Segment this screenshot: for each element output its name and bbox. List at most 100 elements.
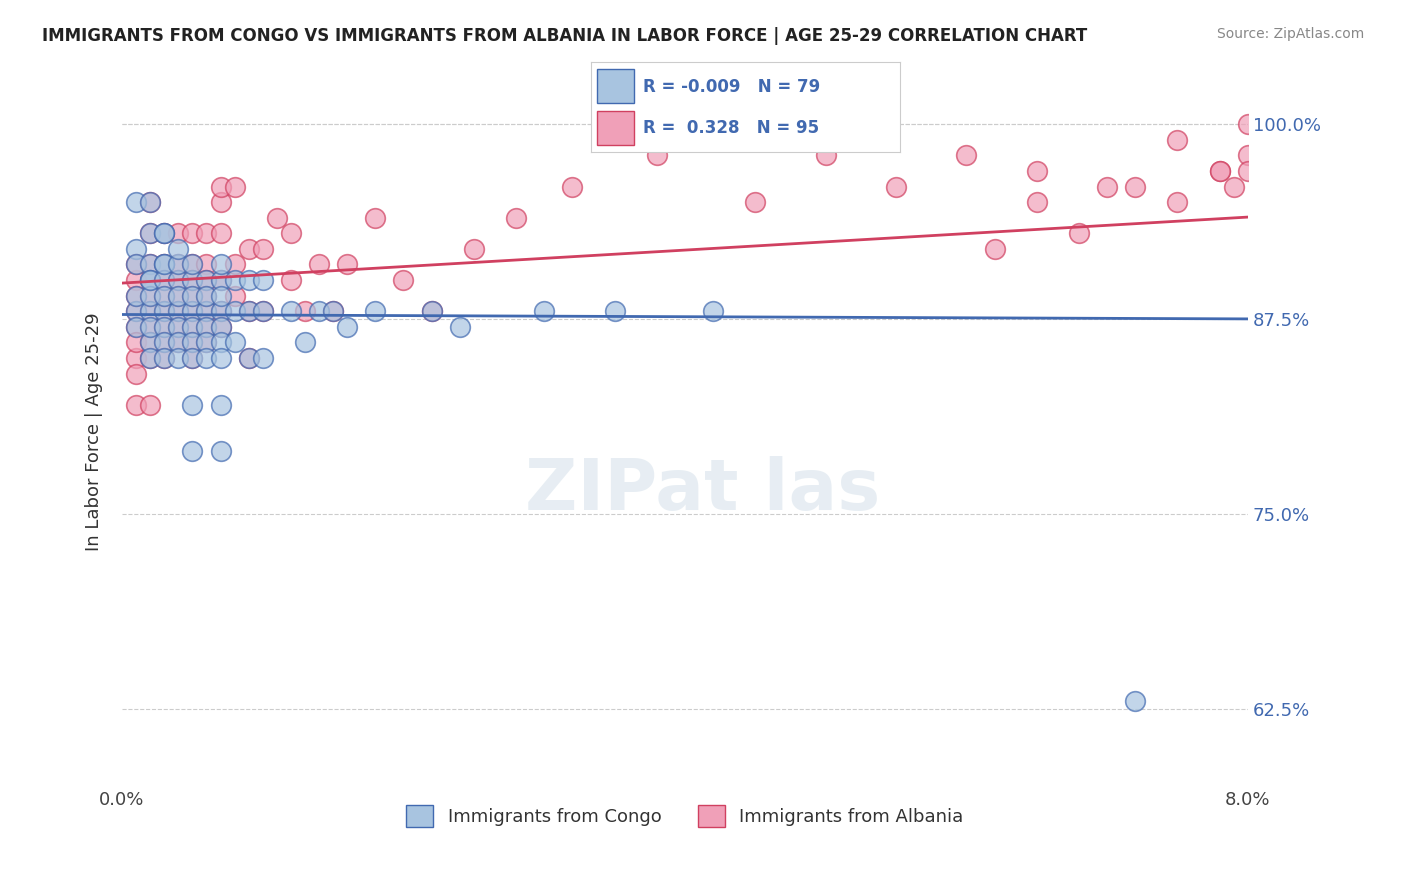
Point xyxy=(1095,179,1118,194)
Point xyxy=(167,257,190,271)
Point xyxy=(195,257,218,271)
Point xyxy=(280,227,302,241)
Point xyxy=(125,319,148,334)
Point xyxy=(702,304,724,318)
Point xyxy=(252,273,274,287)
Point xyxy=(139,273,162,287)
Point xyxy=(195,227,218,241)
Point xyxy=(209,351,232,365)
Point xyxy=(322,304,344,318)
Point xyxy=(983,242,1005,256)
Point xyxy=(209,273,232,287)
Point xyxy=(181,273,204,287)
Point xyxy=(181,227,204,241)
Point xyxy=(167,273,190,287)
Point xyxy=(139,273,162,287)
Point xyxy=(139,288,162,302)
Point xyxy=(167,319,190,334)
Point xyxy=(364,211,387,225)
Point xyxy=(181,351,204,365)
Point xyxy=(195,319,218,334)
Point xyxy=(884,179,907,194)
Point xyxy=(209,288,232,302)
Point xyxy=(238,351,260,365)
Point xyxy=(167,288,190,302)
Point xyxy=(181,288,204,302)
Point xyxy=(139,335,162,350)
FancyBboxPatch shape xyxy=(596,69,634,103)
Point xyxy=(336,257,359,271)
Point xyxy=(195,351,218,365)
Point xyxy=(449,319,471,334)
Point xyxy=(195,288,218,302)
Point xyxy=(1025,195,1047,210)
Point xyxy=(1067,227,1090,241)
Point xyxy=(125,304,148,318)
Point xyxy=(308,304,330,318)
Point xyxy=(252,351,274,365)
Point xyxy=(167,227,190,241)
Point xyxy=(181,319,204,334)
Point xyxy=(139,319,162,334)
Point xyxy=(209,195,232,210)
Point xyxy=(1166,133,1188,147)
Text: R =  0.328   N = 95: R = 0.328 N = 95 xyxy=(643,119,820,136)
Point xyxy=(252,242,274,256)
Point xyxy=(209,257,232,271)
Point xyxy=(209,444,232,458)
Point xyxy=(181,273,204,287)
Point xyxy=(139,351,162,365)
Point xyxy=(238,351,260,365)
Point xyxy=(195,304,218,318)
Point xyxy=(139,227,162,241)
Point xyxy=(280,273,302,287)
Point xyxy=(209,179,232,194)
Point xyxy=(139,335,162,350)
Point xyxy=(1123,179,1146,194)
Point xyxy=(139,257,162,271)
Point xyxy=(125,242,148,256)
Point xyxy=(195,273,218,287)
Point xyxy=(153,304,176,318)
Point xyxy=(814,148,837,162)
Point xyxy=(645,148,668,162)
Point xyxy=(1208,164,1230,178)
Point xyxy=(1208,164,1230,178)
Point xyxy=(153,257,176,271)
Point xyxy=(181,335,204,350)
Point xyxy=(139,319,162,334)
Point xyxy=(153,257,176,271)
Point xyxy=(139,304,162,318)
Point xyxy=(209,227,232,241)
Point xyxy=(252,304,274,318)
Y-axis label: In Labor Force | Age 25-29: In Labor Force | Age 25-29 xyxy=(86,313,103,551)
Point xyxy=(125,304,148,318)
Point xyxy=(167,335,190,350)
Point xyxy=(153,319,176,334)
Point xyxy=(153,304,176,318)
Point xyxy=(153,227,176,241)
Point xyxy=(139,288,162,302)
Point xyxy=(153,351,176,365)
Point xyxy=(744,195,766,210)
Point xyxy=(209,398,232,412)
Point xyxy=(125,398,148,412)
Point xyxy=(238,304,260,318)
Point xyxy=(125,257,148,271)
Point xyxy=(181,257,204,271)
Point xyxy=(195,335,218,350)
Point xyxy=(125,273,148,287)
Point xyxy=(224,288,246,302)
Point xyxy=(364,304,387,318)
Point xyxy=(238,304,260,318)
Point xyxy=(209,335,232,350)
Point xyxy=(153,273,176,287)
Point xyxy=(308,257,330,271)
Point xyxy=(139,257,162,271)
Point xyxy=(463,242,485,256)
Point xyxy=(195,335,218,350)
Point xyxy=(167,288,190,302)
Point xyxy=(1237,148,1260,162)
Legend: Immigrants from Congo, Immigrants from Albania: Immigrants from Congo, Immigrants from A… xyxy=(399,797,970,834)
Point xyxy=(153,288,176,302)
